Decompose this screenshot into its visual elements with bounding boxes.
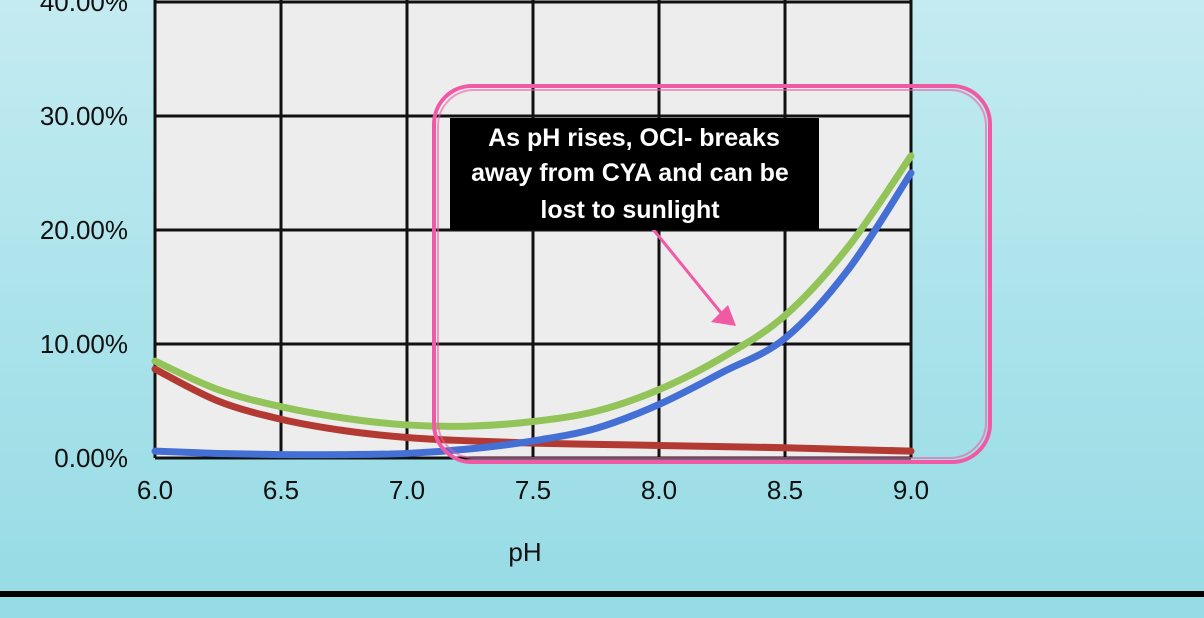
y-tick-labels: 0.00% 10.00% 20.00% 30.00% 40.00% xyxy=(40,0,128,473)
series-line-green xyxy=(151,152,915,430)
x-tick-label-5: 8.5 xyxy=(767,475,803,505)
highlight-box-sketch xyxy=(437,89,987,459)
highlight-box xyxy=(432,84,992,464)
annotation-arrow-shaft xyxy=(650,227,724,315)
annotation-background xyxy=(450,118,819,230)
y-tick-label-3: 30.00% xyxy=(40,101,128,131)
y-tick-label-4: 40.00% xyxy=(40,0,128,17)
annotation-line-1: As pH rises, OCl- breaks xyxy=(488,124,780,152)
y-tick-label-1: 10.00% xyxy=(40,329,128,359)
annotation-line-2: away from CYA and can be xyxy=(471,159,789,187)
series-line-blue xyxy=(151,169,915,459)
bottom-divider xyxy=(0,591,1204,597)
x-tick-label-6: 9.0 xyxy=(893,475,929,505)
annotation-line-3: lost to sunlight xyxy=(540,196,720,224)
x-tick-label-1: 6.5 xyxy=(263,475,299,505)
x-tick-label-4: 8.0 xyxy=(641,475,677,505)
y-tick-label-0: 0.00% xyxy=(54,443,128,473)
x-tick-label-3: 7.5 xyxy=(515,475,551,505)
annotation-arrow-head xyxy=(711,305,736,326)
x-tick-label-2: 7.0 xyxy=(389,475,425,505)
y-tick-label-2: 20.00% xyxy=(40,215,128,245)
x-tick-label-0: 6.0 xyxy=(137,475,173,505)
x-tick-labels: 6.0 6.5 7.0 7.5 8.0 8.5 9.0 xyxy=(137,475,929,505)
series-lines xyxy=(151,152,915,459)
annotation: As pH rises, OCl- breaks away from CYA a… xyxy=(432,84,992,464)
x-axis-title: pH xyxy=(508,537,541,567)
